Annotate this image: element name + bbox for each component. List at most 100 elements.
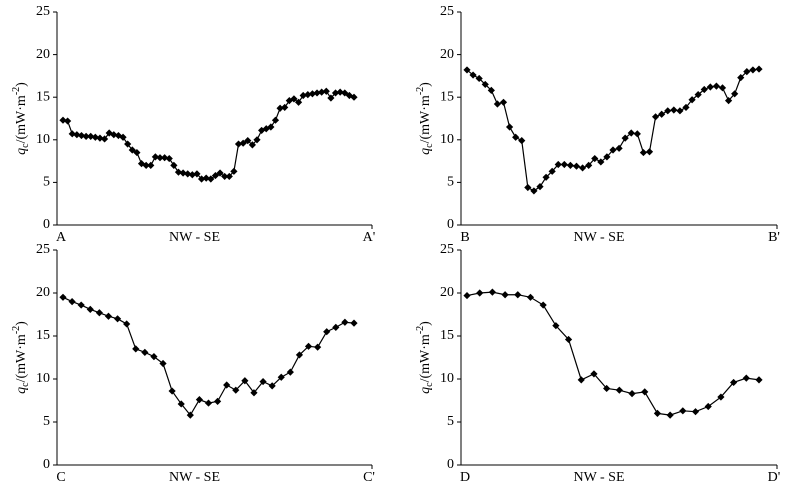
data-point bbox=[706, 83, 714, 91]
data-point bbox=[281, 103, 289, 112]
data-point bbox=[628, 390, 636, 398]
data-point bbox=[234, 140, 243, 148]
data-point bbox=[114, 131, 123, 140]
data-point bbox=[119, 133, 127, 141]
data-point bbox=[645, 148, 654, 156]
data-point bbox=[717, 393, 725, 401]
data-point bbox=[230, 167, 238, 175]
data-point bbox=[688, 96, 696, 104]
data-point bbox=[542, 173, 550, 181]
data-point bbox=[95, 309, 103, 317]
x-start-label: D bbox=[460, 470, 470, 485]
y-tick-label: 5 bbox=[447, 414, 454, 429]
data-point bbox=[323, 328, 331, 336]
data-point bbox=[290, 95, 298, 103]
data-point bbox=[332, 323, 340, 331]
axes bbox=[56, 250, 372, 466]
data-point bbox=[91, 133, 99, 141]
data-point bbox=[463, 291, 471, 300]
x-start-label: A bbox=[56, 230, 67, 245]
data-point bbox=[664, 107, 672, 115]
data-point bbox=[110, 131, 118, 139]
data-point bbox=[327, 94, 335, 102]
data-point bbox=[100, 135, 109, 143]
data-point bbox=[554, 160, 562, 169]
y-label-close: ) bbox=[14, 82, 29, 87]
data-point bbox=[691, 408, 700, 416]
data-point bbox=[207, 175, 215, 183]
data-point bbox=[174, 168, 183, 176]
y-tick-label: 5 bbox=[447, 175, 454, 190]
y-label-subscript: c bbox=[424, 143, 435, 148]
y-label-unit: /(mW·m bbox=[14, 334, 29, 382]
data-point bbox=[469, 71, 477, 79]
data-point bbox=[193, 170, 201, 178]
data-point bbox=[308, 90, 317, 98]
data-point bbox=[548, 167, 556, 175]
data-point bbox=[572, 162, 581, 170]
data-point bbox=[615, 386, 623, 394]
data-point bbox=[286, 368, 294, 376]
data-point bbox=[742, 374, 750, 382]
data-point bbox=[59, 293, 67, 301]
data-point bbox=[285, 97, 293, 105]
data-point bbox=[755, 376, 763, 384]
y-label-subscript: c bbox=[424, 382, 435, 387]
data-point bbox=[250, 389, 258, 397]
y-tick-label: 20 bbox=[440, 47, 454, 62]
data-point bbox=[609, 146, 617, 154]
data-point bbox=[165, 154, 173, 163]
data-point bbox=[132, 345, 140, 353]
y-label-unit: /(mW·m bbox=[418, 95, 433, 143]
x-axis-label: NW - SE bbox=[573, 470, 624, 485]
data-point bbox=[731, 90, 739, 98]
data-point bbox=[77, 131, 86, 140]
data-point bbox=[639, 148, 648, 157]
data-point bbox=[86, 305, 94, 313]
data-point bbox=[223, 381, 231, 389]
data-point bbox=[244, 137, 252, 145]
data-point bbox=[578, 164, 587, 172]
data-point bbox=[241, 377, 249, 385]
data-point bbox=[512, 133, 520, 141]
y-label-close: ) bbox=[14, 321, 29, 326]
x-start-label: C bbox=[56, 470, 65, 485]
data-point bbox=[718, 84, 727, 92]
y-label-exponent: -2 bbox=[11, 326, 22, 334]
data-point bbox=[749, 66, 757, 74]
data-point bbox=[641, 388, 649, 396]
data-point bbox=[524, 183, 532, 192]
panel: 0 5 10 15 20 25 B NW - SE B' qc/(mW·m-2) bbox=[415, 4, 780, 245]
axes bbox=[56, 12, 372, 226]
y-tick-label: 0 bbox=[43, 457, 50, 472]
data-point bbox=[213, 397, 222, 405]
data-point bbox=[59, 116, 67, 124]
data-point bbox=[304, 342, 313, 350]
y-tick-label: 5 bbox=[43, 414, 50, 429]
x-end-label: D' bbox=[768, 470, 781, 485]
y-label-unit: /(mW·m bbox=[418, 334, 433, 382]
data-point bbox=[268, 382, 276, 390]
data-point bbox=[294, 98, 303, 106]
data-point bbox=[68, 130, 76, 138]
y-tick-label: 25 bbox=[440, 4, 454, 19]
data-point bbox=[142, 161, 150, 169]
data-point bbox=[487, 86, 495, 94]
axes bbox=[460, 12, 777, 226]
data-point bbox=[123, 320, 131, 328]
y-label-subscript: c bbox=[20, 382, 31, 387]
y-tick-label: 20 bbox=[440, 285, 454, 300]
data-point bbox=[591, 154, 599, 163]
data-point bbox=[64, 117, 72, 125]
y-axis-label: qc/(mW·m-2) bbox=[11, 321, 31, 394]
data-point bbox=[277, 373, 285, 381]
x-end-label: A' bbox=[363, 230, 376, 245]
data-point bbox=[603, 153, 611, 161]
y-tick-label: 0 bbox=[43, 217, 50, 232]
data-point bbox=[499, 98, 508, 106]
data-point bbox=[518, 137, 526, 145]
data-point bbox=[186, 411, 194, 419]
data-point bbox=[350, 93, 358, 101]
data-point bbox=[82, 132, 90, 140]
data-point bbox=[597, 158, 605, 166]
